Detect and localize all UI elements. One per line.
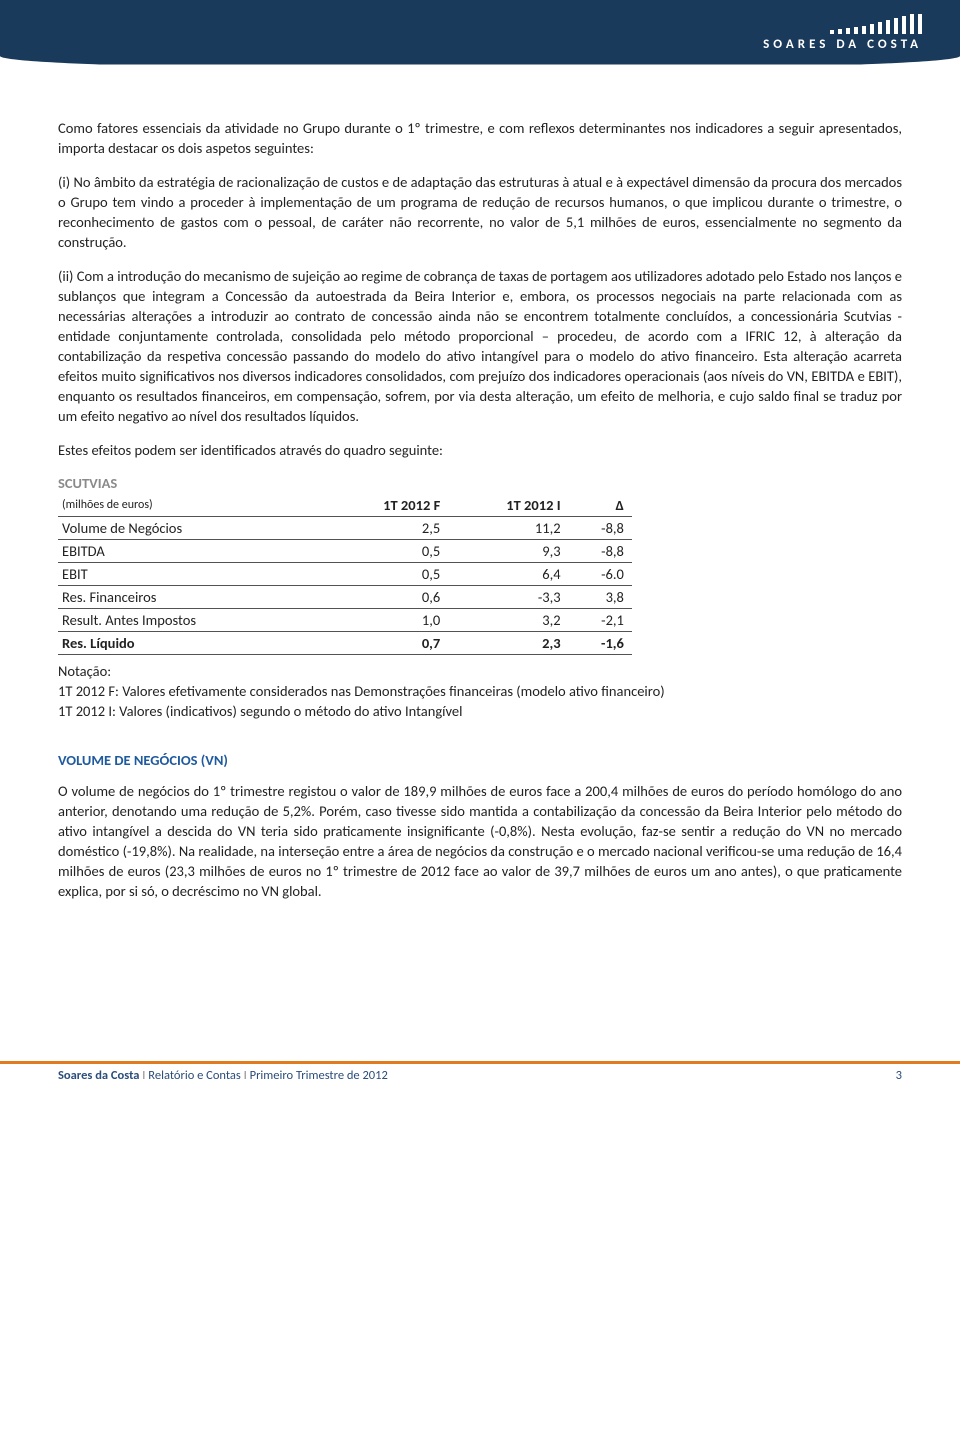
table-col-2: 1T 2012 I <box>448 494 568 517</box>
table-row: Volume de Negócios2,511,2-8,8 <box>58 517 632 540</box>
header-band: SOARES DA COSTA <box>0 0 960 70</box>
page-content: Como fatores essenciais da atividade no … <box>0 118 960 901</box>
table-row: Res. Líquido0,72,3-1,6 <box>58 632 632 655</box>
footer-sep-1: I <box>139 1068 148 1083</box>
footer-report: Relatório e Contas <box>148 1068 241 1083</box>
notation-title: Notação: <box>58 662 111 680</box>
table-row: Res. Financeiros0,6-3,33,8 <box>58 586 632 609</box>
table-cell: EBIT <box>58 563 323 586</box>
table-cell: 6,4 <box>448 563 568 586</box>
brand-name: SOARES DA COSTA <box>763 37 922 52</box>
table-cell: 2,3 <box>448 632 568 655</box>
table-cell: Result. Antes Impostos <box>58 609 323 632</box>
section-heading-vn: VOLUME DE NEGÓCIOS (VN) <box>58 751 902 769</box>
brand-block: SOARES DA COSTA <box>763 14 922 52</box>
table-cell: 1,0 <box>323 609 448 632</box>
table-cell: -2,1 <box>569 609 632 632</box>
table-col-1: 1T 2012 F <box>323 494 448 517</box>
paragraph-ii: (ii) Com a introdução do mecanismo de su… <box>58 266 902 426</box>
table-cell: 0,5 <box>323 563 448 586</box>
footer-page-number: 3 <box>896 1068 902 1083</box>
table-cell: 3,8 <box>569 586 632 609</box>
table-cell: Volume de Negócios <box>58 517 323 540</box>
table-cell: -6.0 <box>569 563 632 586</box>
table-row: Result. Antes Impostos1,03,2-2,1 <box>58 609 632 632</box>
table-cell: -1,6 <box>569 632 632 655</box>
footer-company: Soares da Costa <box>58 1068 139 1083</box>
table-cell: 2,5 <box>323 517 448 540</box>
table-cell: 9,3 <box>448 540 568 563</box>
table-cell: Res. Financeiros <box>58 586 323 609</box>
paragraph-i: (i) No âmbito da estratégia de racionali… <box>58 172 902 252</box>
table-col-3: Δ <box>569 494 632 517</box>
table-row: EBIT0,56,4-6.0 <box>58 563 632 586</box>
table-row: EBITDA0,59,3-8,8 <box>58 540 632 563</box>
footer-left: Soares da Costa I Relatório e Contas I P… <box>58 1068 388 1083</box>
scutvias-table: (milhões de euros) 1T 2012 F 1T 2012 I Δ… <box>58 494 632 655</box>
table-cell: -8,8 <box>569 517 632 540</box>
table-cell: EBITDA <box>58 540 323 563</box>
table-cell: 11,2 <box>448 517 568 540</box>
table-cell: -3,3 <box>448 586 568 609</box>
table-cell: 3,2 <box>448 609 568 632</box>
paragraph-intro: Como fatores essenciais da atividade no … <box>58 118 902 158</box>
section-body-vn: O volume de negócios do 1º trimestre reg… <box>58 781 902 901</box>
table-cell: 0,7 <box>323 632 448 655</box>
table-notation: Notação: 1T 2012 F: Valores efetivamente… <box>58 661 902 721</box>
notation-line-2: 1T 2012 I: Valores (indicativos) segundo… <box>58 702 462 720</box>
table-cell: -8,8 <box>569 540 632 563</box>
notation-line-1: 1T 2012 F: Valores efetivamente consider… <box>58 682 665 700</box>
table-header-row: (milhões de euros) 1T 2012 F 1T 2012 I Δ <box>58 494 632 517</box>
table-title: SCUTVIAS <box>58 474 902 492</box>
footer-period: Primeiro Trimestre de 2012 <box>250 1068 388 1083</box>
table-unit-label: (milhões de euros) <box>58 494 323 517</box>
brand-bars-icon <box>763 14 922 34</box>
paragraph-table-lead: Estes efeitos podem ser identificados at… <box>58 440 902 460</box>
table-cell: Res. Líquido <box>58 632 323 655</box>
table-cell: 0,6 <box>323 586 448 609</box>
page-footer: Soares da Costa I Relatório e Contas I P… <box>0 1061 960 1099</box>
table-cell: 0,5 <box>323 540 448 563</box>
footer-sep-2: I <box>241 1068 250 1083</box>
